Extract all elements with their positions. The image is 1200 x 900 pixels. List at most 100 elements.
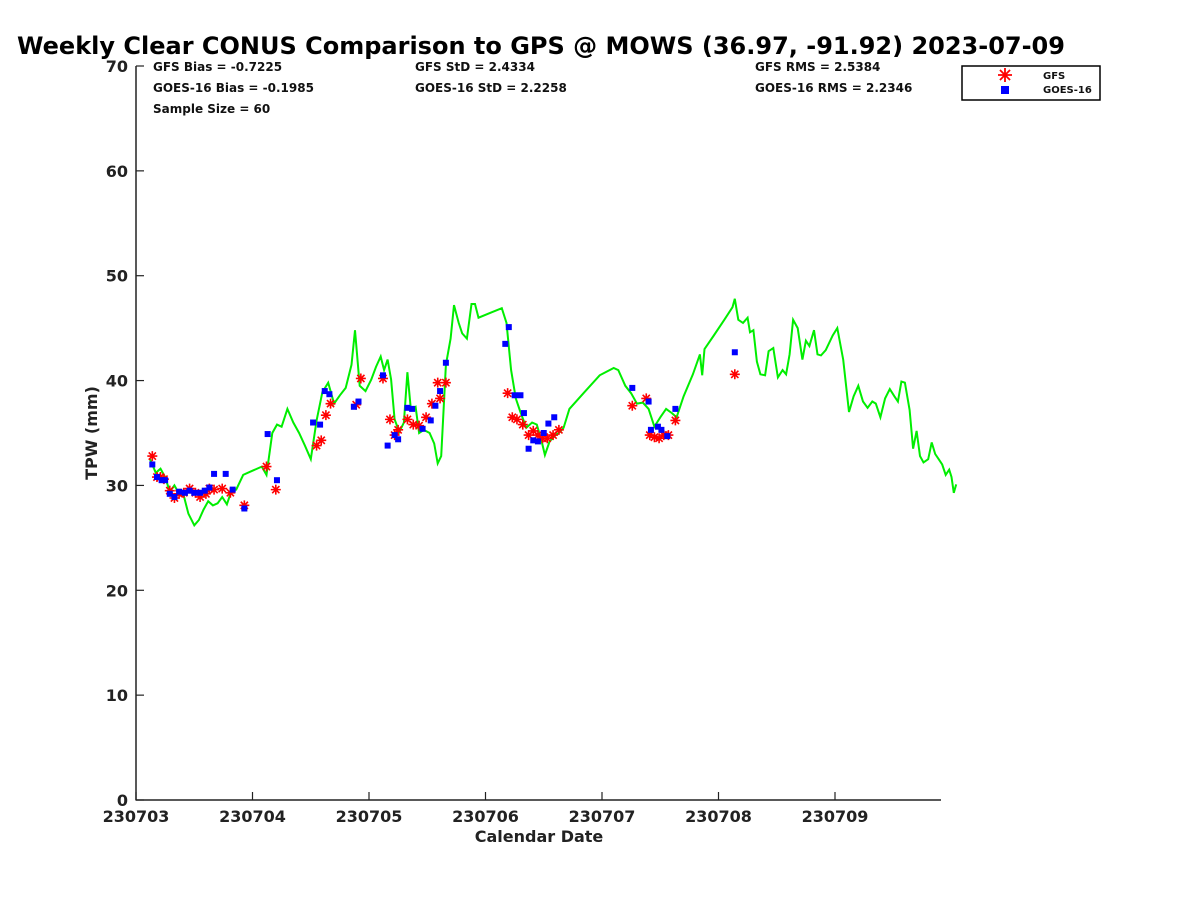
- x-tick-label: 230704: [219, 807, 286, 826]
- legend-gfs-label: GFS: [1043, 71, 1065, 82]
- goes-16-data-point: [511, 392, 518, 399]
- gfs-data-point: [542, 433, 553, 444]
- legend-box: [961, 65, 1101, 101]
- gfs-data-point: [225, 487, 236, 498]
- goes16-std-stat: GOES-16 StD = 2.2258: [415, 81, 567, 95]
- y-tick-label: 10: [106, 686, 128, 705]
- gfs-rms-stat: GFS RMS = 2.5384: [755, 60, 880, 74]
- goes-16-data-point: [664, 433, 671, 440]
- goes-16-data-point: [395, 436, 402, 443]
- x-tick-label: 230703: [103, 807, 170, 826]
- gfs-data-point: [402, 414, 413, 425]
- goes-16-data-point: [437, 388, 444, 395]
- goes-16-data-point: [166, 490, 173, 497]
- x-tick-label: 230705: [336, 807, 403, 826]
- goes-16-data-point: [186, 487, 193, 494]
- gfs-data-point: [164, 485, 175, 496]
- goes-16-data-point: [326, 391, 333, 398]
- chart-title: Weekly Clear CONUS Comparison to GPS @ M…: [17, 32, 1065, 60]
- x-tick-label: 230709: [802, 807, 869, 826]
- goes-16-data-point: [647, 426, 654, 433]
- goes-16-data-point: [222, 470, 229, 477]
- goes-16-data-point: [525, 445, 532, 452]
- goes-16-data-point: [551, 414, 558, 421]
- gfs-data-point: [316, 435, 327, 446]
- goes-16-data-point: [545, 420, 552, 427]
- gfs-data-point: [384, 414, 395, 425]
- goes-16-data-point: [153, 474, 160, 481]
- goes-16-data-point: [149, 461, 156, 468]
- goes-16-data-point: [264, 431, 271, 438]
- gfs-data-point: [426, 398, 437, 409]
- gfs-data-point: [311, 440, 322, 451]
- goes-16-data-point: [241, 505, 248, 512]
- goes-16-data-point: [505, 324, 512, 331]
- goes-16-data-point: [419, 425, 426, 432]
- legend-gfs-marker: [998, 68, 1012, 82]
- goes-16-data-point: [432, 402, 439, 409]
- gfs-data-point: [654, 433, 665, 444]
- gfs-data-point: [523, 430, 534, 441]
- gfs-data-point: [517, 419, 528, 430]
- gfs-data-point: [393, 424, 404, 435]
- gfs-data-point: [195, 491, 206, 502]
- gfs-icon: [998, 68, 1012, 82]
- x-tick-label: 230708: [685, 807, 752, 826]
- legend-goes16-label: GOES-16: [1043, 85, 1092, 96]
- goes-16-data-point: [502, 340, 509, 347]
- goes-16-data-point: [404, 404, 411, 411]
- goes-16-data-point: [409, 405, 416, 412]
- goes-16-data-point: [520, 410, 527, 417]
- gfs-data-point: [147, 451, 158, 462]
- goes-16-data-point: [321, 388, 328, 395]
- goes-16-data-point: [191, 489, 198, 496]
- gfs-data-point: [502, 388, 513, 399]
- legend: GFS GOES-16: [961, 65, 1101, 101]
- goes-16-data-point: [645, 398, 652, 405]
- goes-16-data-point: [229, 486, 236, 493]
- goes-16-data-point: [379, 372, 386, 379]
- goes16-bias-stat: GOES-16 Bias = -0.1985: [153, 81, 314, 95]
- series-layer: [147, 298, 958, 528]
- goes-16-data-point: [672, 405, 679, 412]
- goes-16-data-point: [171, 493, 178, 500]
- gfs-data-point: [548, 430, 559, 441]
- gfs-data-point: [553, 424, 564, 435]
- gfs-data-point: [641, 393, 652, 404]
- gfs-data-point: [355, 373, 366, 384]
- gps-series-line: [149, 298, 958, 528]
- gfs-data-point: [532, 430, 543, 441]
- goes-16-data-point: [211, 470, 218, 477]
- x-tick-label: 230706: [452, 807, 519, 826]
- x-axis-ticks: 230703 230704 230705 230706 230707 230708 2307…: [103, 792, 869, 826]
- gfs-std-stat: GFS StD = 2.4334: [415, 60, 535, 74]
- goes-16-data-point: [530, 437, 537, 444]
- goes-16-data-point: [158, 477, 165, 484]
- goes-16-data-point: [540, 430, 547, 436]
- y-tick-label: 30: [106, 476, 128, 495]
- gfs-data-point: [421, 412, 432, 423]
- goes-16-data-point: [201, 487, 208, 494]
- goes-16-data-point: [731, 349, 738, 356]
- goes-16-data-point: [629, 384, 636, 391]
- gfs-data-point: [270, 484, 281, 495]
- goes-16-data-point: [350, 403, 357, 410]
- y-tick-label: 50: [106, 267, 128, 286]
- gfs-data-point: [217, 483, 228, 494]
- goes-16-data-point: [310, 419, 317, 426]
- gfs-data-point: [649, 432, 660, 443]
- y-axis-label: TPW (mm): [82, 386, 101, 480]
- gfs-data-point: [261, 461, 272, 472]
- goes-16-data-point: [384, 442, 391, 449]
- y-tick-label: 40: [106, 372, 128, 391]
- gfs-data-point: [414, 420, 425, 431]
- gfs-data-point: [209, 484, 220, 495]
- goes-16-data-point: [654, 423, 661, 430]
- plot-axes: [135, 66, 941, 801]
- y-axis-ticks: 0 10 20 30 40 50 60 70: [106, 57, 144, 810]
- y-tick-label: 70: [106, 57, 128, 76]
- gfs-data-point: [729, 369, 740, 380]
- y-tick-label: 60: [106, 162, 128, 181]
- goes16-rms-stat: GOES-16 RMS = 2.2346: [755, 81, 912, 95]
